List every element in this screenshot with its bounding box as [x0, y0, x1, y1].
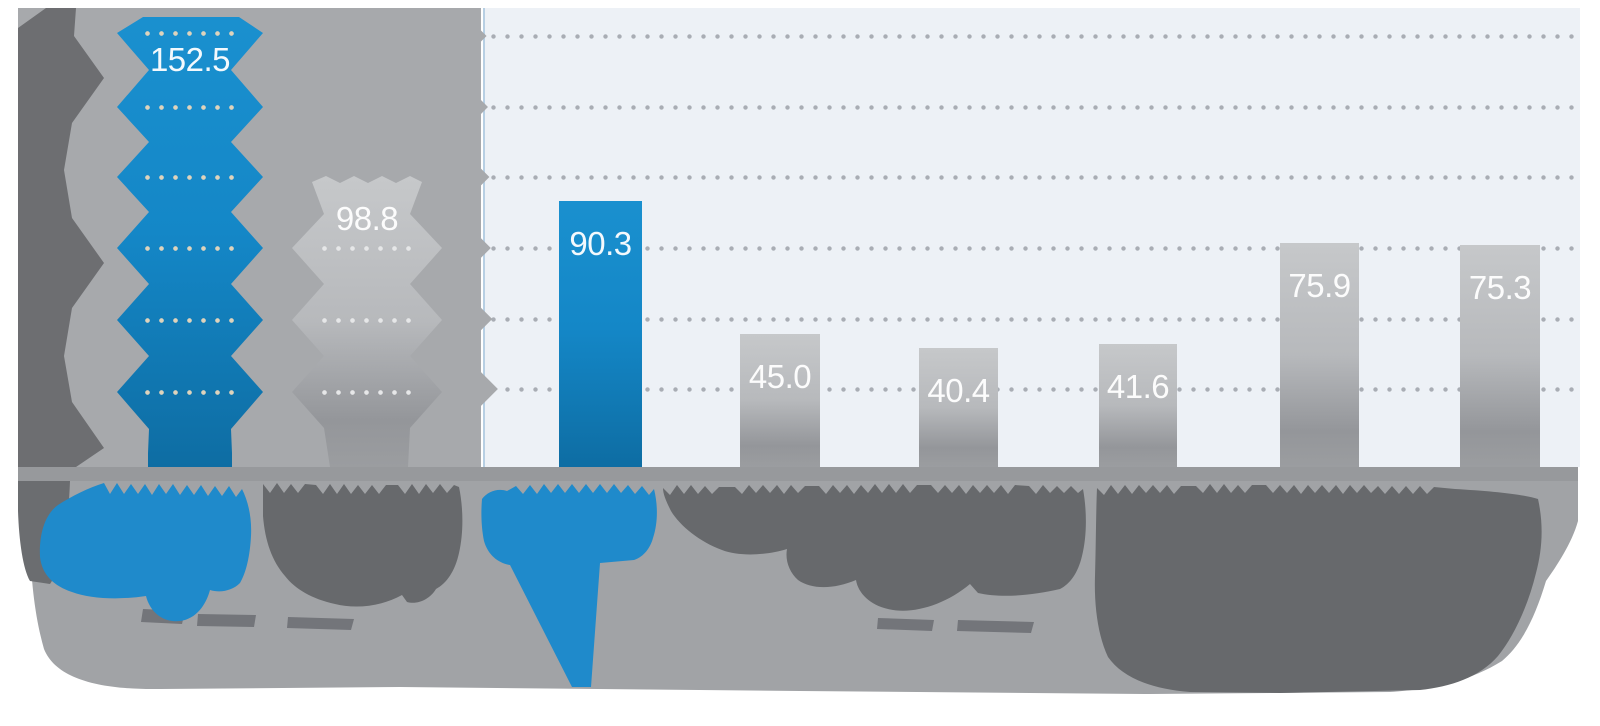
gridline-dots-icon: [145, 390, 235, 395]
smear-gray-label-c: [1094, 484, 1542, 693]
bar-value-label: 152.5: [149, 41, 231, 78]
gridline-dots-icon: [322, 318, 412, 323]
smear-blue-label-a: [39, 483, 252, 622]
bar-right-3-gray: 40.4: [919, 348, 998, 467]
gridline-dots-icon: [145, 175, 235, 180]
gridline-dots-icon: [322, 390, 412, 395]
gridline-dots-icon: [491, 175, 1574, 180]
left-panel: 152.5 98.8: [18, 8, 481, 467]
bar-right-4-gray: 41.6: [1099, 344, 1177, 467]
gridline-dots-icon: [145, 246, 235, 251]
bar-value-label: 40.4: [927, 372, 990, 409]
bar-value-label: 45.0: [748, 358, 812, 395]
left-dark-strip: [18, 8, 104, 467]
bar-left-2-gray: 98.8: [292, 176, 442, 467]
gridline-dots-icon: [491, 246, 1574, 251]
gridline-dots-icon: [491, 34, 1574, 39]
gridline-dots-icon: [145, 318, 235, 323]
bar-right-1-blue: 90.3: [559, 201, 642, 467]
gridline-dots-icon: [491, 105, 1574, 110]
gridline-dots-icon: [322, 246, 412, 251]
bar-right-5-gray: 75.9: [1280, 243, 1359, 467]
gridline-dots-icon: [145, 105, 235, 110]
bar-value-label: 75.3: [1468, 269, 1532, 306]
bar-left-1-blue: 152.5: [117, 17, 263, 467]
gridline-dots-icon: [491, 317, 1574, 322]
bar-value-label: 41.6: [1106, 368, 1170, 405]
x-axis-band: [18, 467, 1578, 481]
bar-right-2-gray: 45.0: [740, 334, 820, 467]
smear-subtext-fragments: [141, 609, 1034, 633]
gridline-dots-icon: [145, 31, 235, 36]
smear-blue-label-b: [481, 484, 657, 687]
smear-gray-label-b: [663, 484, 1086, 611]
right-panel: 90.3 45.0 40.4 41.6 75.9 75.3: [444, 8, 1580, 467]
distorted-axis-labels: [18, 481, 1578, 694]
bar-value-label: 75.9: [1288, 267, 1351, 304]
bar-value-label: 90.3: [569, 225, 632, 262]
bar-value-label: 98.8: [335, 200, 399, 237]
smear-gray-label-a: [263, 483, 463, 607]
bar-right-6-gray: 75.3: [1460, 245, 1540, 467]
gridline-dots-icon: [491, 387, 1574, 392]
